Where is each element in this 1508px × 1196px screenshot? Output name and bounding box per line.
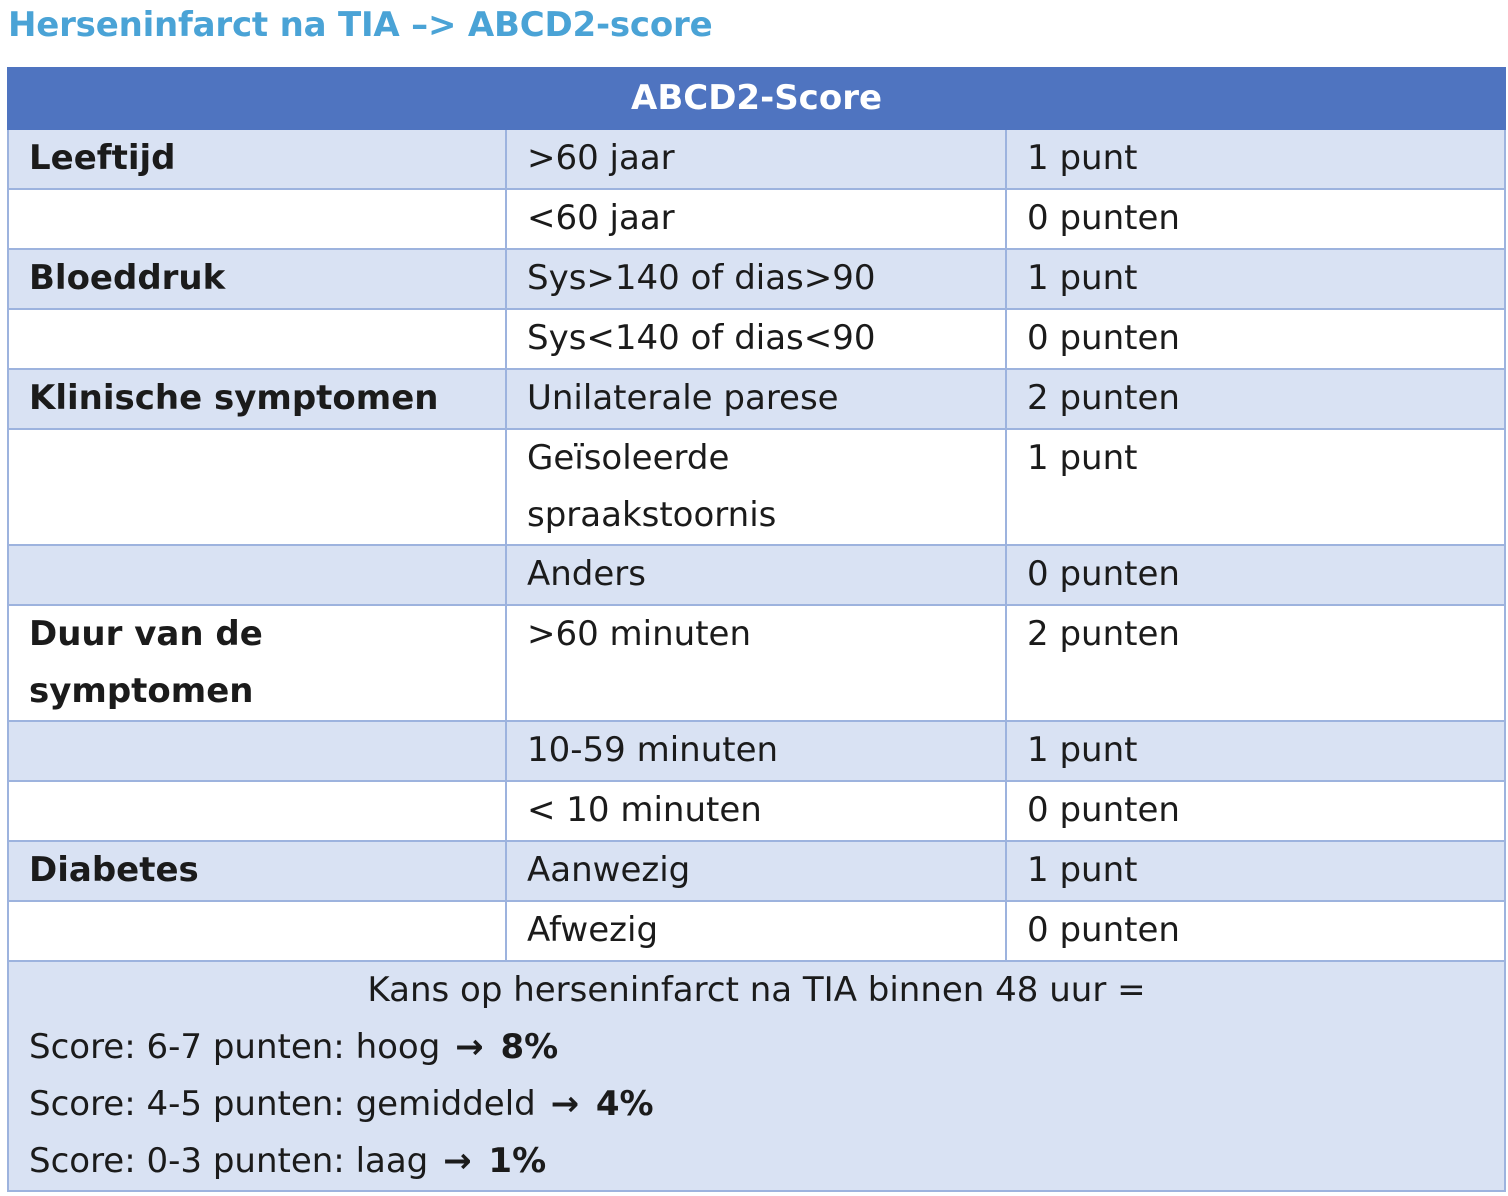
- table-row: Diabetes Aanwezig 1 punt: [7, 840, 1507, 902]
- table-row: <60 jaar 0 punten: [7, 188, 1507, 250]
- table-row: Anders 0 punten: [7, 544, 1507, 606]
- points-cell: 0 punten: [1004, 780, 1507, 842]
- criterion-cell: Aanwezig: [505, 840, 1007, 902]
- points-cell: 2 punten: [1004, 368, 1507, 430]
- points-cell: 1 punt: [1004, 128, 1507, 190]
- abcd2-score-table: ABCD2-Score Leeftijd >60 jaar 1 punt <60…: [6, 67, 1507, 1192]
- points-cell: 0 punten: [1004, 188, 1507, 250]
- criterion-cell: 10-59 minuten: [505, 720, 1007, 782]
- page-title: Herseninfarct na TIA –> ABCD2-score: [8, 5, 713, 45]
- category-cell: Bloeddruk: [7, 248, 507, 310]
- risk-percentage: 8%: [500, 1027, 559, 1067]
- category-cell: Leeftijd: [7, 128, 507, 190]
- category-cell: [7, 188, 507, 250]
- table-row: Afwezig 0 punten: [7, 900, 1507, 962]
- category-cell: [7, 900, 507, 962]
- risk-percentage: 1%: [488, 1141, 547, 1181]
- criterion-cell: < 10 minuten: [505, 780, 1007, 842]
- risk-line-text: Score: 6-7 punten: hoog: [29, 1027, 441, 1067]
- points-cell: 0 punten: [1004, 308, 1507, 370]
- points-cell: 2 punten: [1004, 604, 1507, 722]
- points-cell: 1 punt: [1004, 428, 1507, 546]
- risk-line-low: Score: 0-3 punten: laag → 1%: [29, 1133, 1484, 1189]
- right-arrow-icon: →: [455, 1027, 484, 1067]
- risk-line-text: Score: 0-3 punten: laag: [29, 1141, 429, 1181]
- table-row: < 10 minuten 0 punten: [7, 780, 1507, 842]
- points-cell: 0 punten: [1004, 544, 1507, 606]
- risk-line-text: Score: 4-5 punten: gemiddeld: [29, 1084, 536, 1124]
- category-cell: Diabetes: [7, 840, 507, 902]
- table-header-row: ABCD2-Score: [6, 67, 1507, 130]
- table-row: Leeftijd >60 jaar 1 punt: [7, 128, 1507, 190]
- points-cell: 1 punt: [1004, 840, 1507, 902]
- risk-line-medium: Score: 4-5 punten: gemiddeld → 4%: [29, 1076, 1484, 1133]
- category-cell: [7, 780, 507, 842]
- criterion-cell: Unilaterale parese: [505, 368, 1007, 430]
- criterion-cell: Sys<140 of dias<90: [505, 308, 1007, 370]
- category-cell: [7, 428, 507, 546]
- risk-line-high: Score: 6-7 punten: hoog → 8%: [29, 1019, 1484, 1076]
- right-arrow-icon: →: [443, 1141, 472, 1181]
- criterion-cell: Sys>140 of dias>90: [505, 248, 1007, 310]
- table-row: 10-59 minuten 1 punt: [7, 720, 1507, 782]
- table-row: Duur van de symptomen >60 minuten 2 punt…: [7, 604, 1507, 722]
- category-cell: Klinische symptomen: [7, 368, 507, 430]
- criterion-cell: Afwezig: [505, 900, 1007, 962]
- points-cell: 0 punten: [1004, 900, 1507, 962]
- table-row: Geïsoleerde spraakstoornis 1 punt: [7, 428, 1507, 546]
- category-cell: [7, 308, 507, 370]
- right-arrow-icon: →: [550, 1084, 580, 1124]
- table-row: Bloeddruk Sys>140 of dias>90 1 punt: [7, 248, 1507, 310]
- table-row: Klinische symptomen Unilaterale parese 2…: [7, 368, 1507, 430]
- criterion-cell: Geïsoleerde spraakstoornis: [505, 428, 1007, 546]
- criterion-cell: >60 jaar: [505, 128, 1007, 190]
- risk-percentage: 4%: [595, 1084, 654, 1124]
- category-cell: [7, 720, 507, 782]
- table-footer-row: Kans op herseninfarct na TIA binnen 48 u…: [6, 960, 1507, 1192]
- points-cell: 1 punt: [1004, 248, 1507, 310]
- points-cell: 1 punt: [1004, 720, 1507, 782]
- category-cell: Duur van de symptomen: [7, 604, 507, 722]
- criterion-cell: <60 jaar: [505, 188, 1007, 250]
- table-row: Sys<140 of dias<90 0 punten: [7, 308, 1507, 370]
- risk-summary-heading: Kans op herseninfarct na TIA binnen 48 u…: [367, 970, 1146, 1010]
- table-header: ABCD2-Score: [6, 67, 1507, 130]
- category-cell: [7, 544, 507, 606]
- risk-summary-cell: Kans op herseninfarct na TIA binnen 48 u…: [6, 960, 1507, 1192]
- criterion-cell: >60 minuten: [505, 604, 1007, 722]
- criterion-cell: Anders: [505, 544, 1007, 606]
